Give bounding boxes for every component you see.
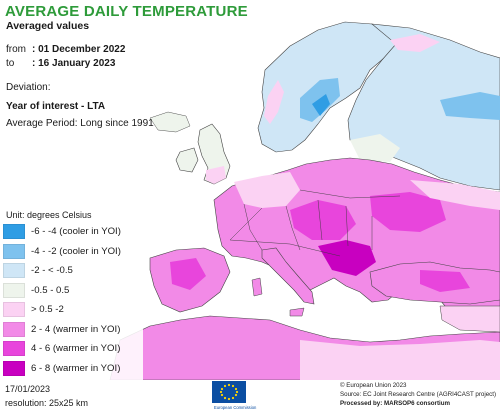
- norway-coast-warm: [264, 80, 284, 124]
- legend-item: -2 - < -0.5: [3, 261, 143, 281]
- legend-swatch: [3, 341, 25, 357]
- average-period: Average Period: Long since 1991: [6, 118, 154, 129]
- to-label: to: [6, 58, 15, 69]
- deviation-label: Deviation:: [6, 82, 51, 93]
- legend-swatch: [3, 243, 25, 259]
- legend-swatch: [3, 302, 25, 318]
- issue-date: 17/01/2023: [5, 384, 51, 394]
- sardinia: [251, 277, 263, 297]
- legend-swatch: [3, 282, 25, 298]
- credit-source: Source: EC Joint Research Centre (AGRI4C…: [340, 390, 497, 398]
- legend-item: 2 - 4 (warmer in YOI): [3, 320, 143, 340]
- legend-label: > 0.5 -2: [31, 304, 64, 316]
- legend-label: 6 - 8 (warmer in YOI): [31, 362, 121, 374]
- middle-east: [439, 305, 500, 333]
- legend-swatch: [3, 360, 25, 376]
- legend-swatch: [3, 263, 25, 279]
- legend-swatch: [3, 224, 25, 240]
- legend-item: 4 - 6 (warmer in YOI): [3, 339, 143, 359]
- legend-item: -4 - -2 (cooler in YOI): [3, 242, 143, 262]
- legend-item: -0.5 - 0.5: [3, 281, 143, 301]
- legend-item: 6 - 8 (warmer in YOI): [3, 359, 143, 379]
- legend-unit: Unit: degrees Celsius: [6, 210, 92, 220]
- balkans-hot: [318, 240, 376, 276]
- deviation-value: Year of interest - LTA: [6, 101, 106, 112]
- eu-flag: [212, 381, 246, 403]
- eu-stars: [219, 383, 239, 401]
- baltics-neutral: [350, 134, 400, 162]
- country-borders: [229, 189, 401, 257]
- eu-logo-caption: European Commission: [214, 405, 257, 410]
- legend-items: -6 - -4 (cooler in YOI) -4 - -2 (cooler i…: [3, 222, 143, 378]
- turkey-hot: [420, 270, 470, 292]
- legend-label: -6 - -4 (cooler in YOI): [31, 226, 121, 238]
- from-row: from : 01 December 2022: [6, 44, 125, 55]
- credit-copyright: © European Union 2023: [340, 382, 407, 389]
- from-value: : 01 December 2022: [32, 44, 126, 55]
- russia-cold-band: [440, 92, 500, 120]
- iberia-hot: [170, 258, 206, 290]
- legend: Unit: degrees Celsius -6 - -4 (cooler in…: [0, 208, 143, 381]
- russia-pink-north: [390, 34, 440, 52]
- legend-label: -4 - -2 (cooler in YOI): [31, 245, 121, 257]
- to-value: : 16 January 2023: [32, 58, 116, 69]
- european-commission-logo: European Commission: [212, 381, 257, 410]
- legend-label: -2 - < -0.5: [31, 265, 73, 277]
- north-africa-light: [300, 340, 500, 380]
- scandinavia-colder: [312, 94, 330, 116]
- iceland: [149, 111, 191, 133]
- ireland: [175, 147, 199, 173]
- map-subtitle: Averaged values: [6, 20, 90, 32]
- uk-south-warm: [206, 166, 226, 184]
- from-label: from: [6, 44, 26, 55]
- sicily: [289, 307, 305, 317]
- legend-label: 4 - 6 (warmer in YOI): [31, 343, 121, 355]
- ukraine-warm: [370, 192, 446, 232]
- central-europe-hot: [290, 200, 356, 240]
- italy: [261, 247, 315, 305]
- resolution: resolution: 25x25 km: [5, 398, 89, 408]
- credits: © European Union 2023 Source: EC Joint R…: [340, 382, 496, 408]
- to-row: to : 16 January 2023: [6, 58, 115, 69]
- legend-swatch: [3, 321, 25, 337]
- legend-item: > 0.5 -2: [3, 300, 143, 320]
- legend-label: -0.5 - 0.5: [31, 284, 70, 296]
- benelux-germany-light: [234, 172, 300, 208]
- credit-processed: Processed by: MARSOP6 consortium: [340, 399, 451, 407]
- map-title: AVERAGE DAILY TEMPERATURE: [5, 3, 248, 20]
- russia-south-light: [410, 180, 500, 210]
- legend-label: 2 - 4 (warmer in YOI): [31, 323, 121, 335]
- legend-item: -6 - -4 (cooler in YOI): [3, 222, 143, 242]
